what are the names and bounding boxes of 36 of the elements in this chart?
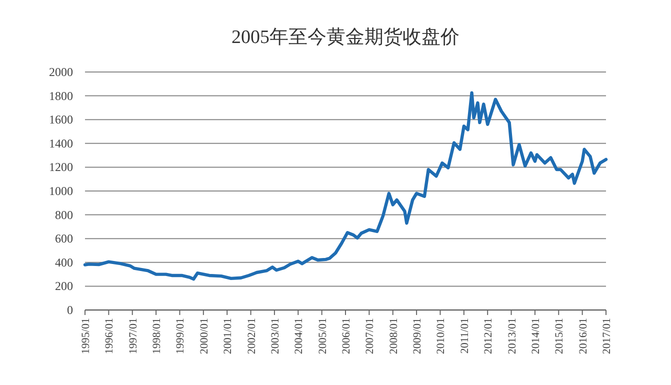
x-tick-label: 2007/01 bbox=[364, 318, 376, 354]
x-tick-label: 2010/01 bbox=[435, 318, 448, 354]
x-tick-label: 2017/01 bbox=[601, 318, 613, 354]
x-tick-label: 2011/01 bbox=[458, 318, 471, 354]
y-tick-label: 1600 bbox=[49, 112, 73, 127]
x-tick-label: 2004/01 bbox=[293, 318, 306, 354]
x-tick-label: 2003/01 bbox=[269, 318, 282, 354]
x-tick-label: 2005/01 bbox=[316, 318, 329, 354]
x-tick-label: 2013/01 bbox=[506, 318, 518, 354]
y-tick-label: 1200 bbox=[49, 160, 73, 174]
y-tick-label: 2000 bbox=[49, 65, 73, 79]
x-tick-label: 2009/01 bbox=[412, 318, 424, 354]
y-tick-label: 200 bbox=[55, 279, 73, 294]
y-tick-label: 1000 bbox=[49, 184, 73, 198]
y-tick-label: 400 bbox=[55, 255, 73, 270]
x-tick-label: 1996/01 bbox=[104, 318, 116, 354]
x-tick-label: 1995/01 bbox=[80, 318, 92, 354]
x-tick-label: 2015/01 bbox=[554, 318, 566, 354]
x-tick-label: 2012/01 bbox=[482, 318, 495, 354]
line-series bbox=[83, 91, 608, 281]
y-tick-label: 0 bbox=[67, 303, 73, 317]
x-tick-label: 2002/01 bbox=[246, 318, 258, 354]
x-tick-label: 2014/01 bbox=[530, 318, 542, 354]
x-tick-label: 1998/01 bbox=[151, 318, 164, 354]
x-tick-label: 2000/01 bbox=[198, 318, 210, 354]
chart-title: 2005年至今黄金期货收盘价 bbox=[232, 27, 460, 48]
y-tick-label: 600 bbox=[55, 232, 73, 246]
y-tick-label: 1400 bbox=[49, 136, 73, 150]
y-tick-label: 1800 bbox=[49, 88, 73, 103]
x-tick-label: 1997/01 bbox=[127, 318, 140, 354]
x-tick-label: 2006/01 bbox=[340, 318, 352, 354]
x-tick-label: 2008/01 bbox=[388, 318, 400, 354]
x-tick-label: 1999/01 bbox=[174, 318, 187, 354]
x-tick-label: 2016/01 bbox=[577, 318, 590, 354]
x-tick-label: 2001/01 bbox=[222, 318, 234, 354]
y-tick-label: 800 bbox=[55, 208, 73, 222]
